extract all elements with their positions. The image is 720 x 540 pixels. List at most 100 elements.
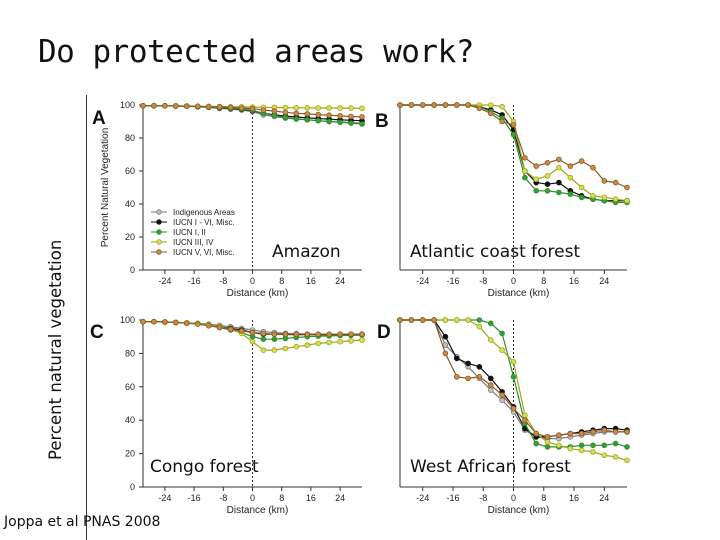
x-tick-label: 16 (569, 276, 579, 286)
data-point (499, 397, 505, 404)
x-tick-label: 8 (279, 276, 284, 286)
series-iucn-v-vi-misc (140, 103, 365, 120)
data-point (326, 105, 332, 111)
panel-a: -24 -16 -8 0 8 16 24 Distance (km) 0 20 40 60 80 100 P… (92, 100, 365, 299)
data-point (476, 317, 483, 323)
data-point (612, 429, 619, 435)
citation: Joppa et al PNAS 2008 (4, 514, 161, 530)
legend-marker (156, 209, 162, 215)
data-point (271, 336, 278, 343)
x-tick-label: -24 (158, 276, 171, 286)
data-point (315, 111, 322, 118)
data-point (282, 109, 289, 116)
x-tick-label: 8 (541, 493, 546, 503)
data-point (533, 188, 539, 194)
data-point (499, 118, 505, 125)
data-point (315, 117, 322, 124)
data-point (476, 373, 483, 380)
data-point (522, 168, 528, 174)
y-tick-label: 40 (125, 415, 135, 425)
data-point (304, 111, 311, 117)
data-point (544, 173, 551, 179)
data-point (612, 454, 619, 460)
data-point (612, 196, 619, 202)
data-point (612, 179, 619, 186)
data-point (397, 317, 403, 323)
data-point (578, 158, 585, 164)
data-point (260, 330, 267, 337)
panel-label: A (92, 108, 106, 129)
y-tick-label: 100 (120, 100, 135, 110)
data-point (293, 105, 300, 111)
data-point (184, 320, 190, 327)
slide-title: Do protected areas work? (38, 34, 474, 70)
data-point (315, 340, 322, 347)
data-point (601, 452, 608, 459)
data-point (282, 114, 289, 121)
data-point (173, 319, 179, 326)
data-point (556, 442, 562, 449)
legend-marker (156, 249, 162, 255)
x-tick-label: -8 (219, 493, 227, 503)
x-tick-label: 0 (511, 493, 516, 503)
data-point (337, 338, 343, 345)
legend-label: IUCN I - VI, Misc. (173, 218, 235, 227)
data-point (533, 440, 539, 447)
data-point (499, 347, 505, 353)
data-point (359, 105, 365, 112)
data-point (348, 338, 354, 344)
data-point (195, 103, 201, 110)
data-point (533, 430, 539, 437)
data-point (556, 156, 562, 163)
y-tick-label: 20 (125, 232, 135, 242)
data-point (348, 113, 354, 120)
x-axis-label: Distance (km) (488, 505, 550, 516)
data-point (556, 179, 562, 186)
data-point (304, 331, 311, 338)
data-point (326, 118, 332, 125)
data-point (556, 189, 562, 196)
data-point (476, 323, 483, 330)
x-tick-label: -16 (188, 493, 201, 503)
data-point (510, 122, 517, 128)
data-point (184, 103, 190, 109)
x-tick-label: -8 (479, 276, 487, 286)
data-point (195, 321, 201, 328)
data-point (216, 324, 223, 331)
data-point (601, 427, 608, 434)
data-point (419, 317, 426, 323)
data-point (304, 117, 311, 123)
data-point (578, 194, 585, 201)
y-tick-label: 0 (130, 265, 135, 275)
data-point (216, 104, 223, 110)
data-point (271, 331, 278, 338)
x-tick-label: -24 (158, 493, 171, 503)
x-tick-label: 24 (335, 493, 345, 503)
data-point (151, 318, 157, 325)
data-point (522, 155, 528, 161)
data-point (476, 105, 483, 112)
data-point (227, 326, 234, 333)
series-iucn-v-vi-misc (397, 317, 630, 440)
data-point (238, 105, 245, 111)
data-point (590, 193, 596, 199)
data-point (487, 337, 494, 343)
x-tick-label: -16 (446, 493, 459, 503)
data-point (260, 107, 267, 113)
data-point (271, 108, 278, 114)
x-tick-label: -8 (219, 276, 227, 286)
data-point (337, 331, 343, 338)
data-point (578, 442, 585, 449)
data-point (408, 102, 415, 108)
legend-marker (156, 239, 162, 245)
data-point (348, 105, 354, 111)
left-axis-rule (86, 95, 87, 540)
data-point (533, 176, 539, 183)
data-point (487, 102, 494, 108)
data-point (140, 318, 146, 325)
data-point (510, 405, 517, 412)
x-tick-label: -16 (188, 276, 201, 286)
region-label: Amazon (272, 242, 341, 262)
y-axis-label: Percent Natural Vegetation (100, 128, 111, 248)
data-point (337, 119, 343, 126)
